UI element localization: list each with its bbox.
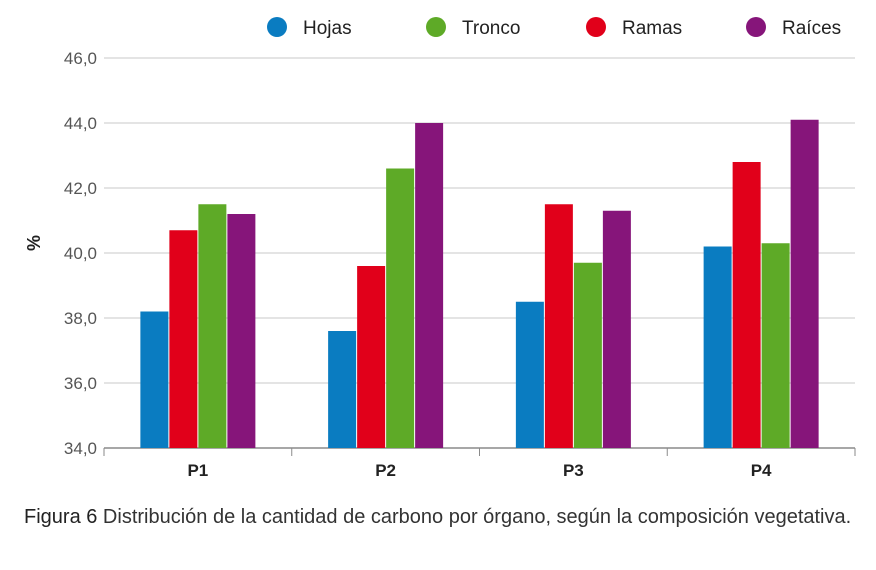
bar-p1-ramas	[169, 230, 198, 448]
bar-p2-tronco	[386, 168, 415, 448]
legend-label-raíces: Raíces	[782, 18, 841, 39]
bar-p3-ramas	[544, 204, 573, 448]
legend-label-hojas: Hojas	[303, 18, 352, 39]
y-tick-label: 36,0	[64, 374, 97, 393]
bar-p4-tronco	[761, 243, 790, 448]
bar-chart: 34,0 36,0 38,0 40,0 42,0 44,0 46,0 P1 P2 P3 P4 Ho…	[24, 17, 856, 480]
bar-p2-ramas	[357, 266, 386, 448]
bar-p2-raíces	[415, 123, 444, 448]
legend-label-ramas: Ramas	[622, 18, 682, 39]
figure-caption-label: Figura 6	[24, 506, 98, 528]
x-category-label: P2	[375, 461, 396, 480]
bar-p1-tronco	[198, 204, 227, 448]
y-tick-label: 40,0	[64, 244, 97, 263]
bar-p2-hojas	[328, 331, 357, 448]
bar-p3-tronco	[573, 262, 602, 448]
bar-p3-hojas	[515, 301, 544, 448]
y-tick-label: 46,0	[64, 49, 97, 68]
bar-p4-ramas	[732, 162, 761, 448]
bar-p4-hojas	[703, 246, 732, 448]
bar-p3-raíces	[602, 210, 631, 448]
y-axis-ticks: 34,0 36,0 38,0 40,0 42,0 44,0 46,0	[64, 49, 97, 458]
legend-swatch-ramas	[586, 17, 606, 37]
bar-p1-hojas	[140, 311, 169, 448]
x-category-label: P4	[751, 461, 772, 480]
y-axis-label: %	[24, 235, 44, 251]
figure-caption: Figura 6 Distribución de la cantidad de …	[24, 503, 854, 531]
bars	[140, 119, 819, 448]
x-category-label: P1	[187, 461, 208, 480]
y-tick-label: 38,0	[64, 309, 97, 328]
y-tick-label: 34,0	[64, 439, 97, 458]
figure-caption-text: Distribución de la cantidad de carbono p…	[97, 506, 852, 528]
bar-p4-raíces	[790, 119, 819, 448]
x-category-label: P3	[563, 461, 584, 480]
legend-swatch-hojas	[267, 17, 287, 37]
y-tick-label: 42,0	[64, 179, 97, 198]
bar-p1-raíces	[227, 214, 256, 448]
legend: Hojas Tronco Ramas Raíces	[267, 17, 841, 39]
x-axis: P1 P2 P3 P4	[103, 448, 856, 480]
legend-swatch-tronco	[426, 17, 446, 37]
legend-label-tronco: Tronco	[462, 18, 520, 39]
legend-swatch-raíces	[746, 17, 766, 37]
y-tick-label: 44,0	[64, 114, 97, 133]
